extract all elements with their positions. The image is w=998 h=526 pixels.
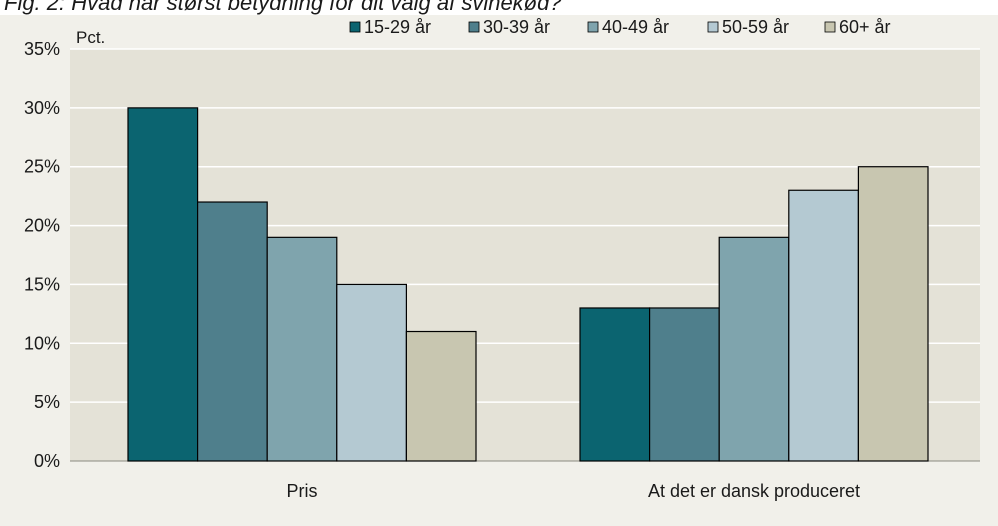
- x-category-label: At det er dansk produceret: [648, 481, 860, 501]
- bar: [718, 236, 790, 462]
- bar: [648, 307, 720, 462]
- bar: [336, 283, 407, 462]
- y-tick-label: 10%: [24, 333, 60, 353]
- y-tick-label: 0%: [34, 451, 60, 471]
- y-tick-label: 25%: [24, 157, 60, 177]
- legend-label: 15-29 år: [364, 17, 431, 37]
- legend-swatch: [707, 21, 719, 33]
- bar: [857, 166, 929, 462]
- y-tick-label: 35%: [24, 39, 60, 59]
- chart-title: Fig. 2: Hvad har størst betydning for di…: [4, 0, 562, 15]
- bar: [197, 201, 268, 462]
- y-tick-label: 5%: [34, 392, 60, 412]
- y-axis-unit-label: Pct.: [76, 28, 105, 47]
- bars: [127, 107, 929, 462]
- bar: [788, 189, 859, 462]
- legend-label: 60+ år: [839, 17, 891, 37]
- bar: [266, 236, 338, 462]
- legend-label: 50-59 år: [722, 17, 789, 37]
- y-tick-label: 30%: [24, 98, 60, 118]
- legend-swatch: [587, 21, 599, 33]
- legend-swatch: [349, 21, 361, 33]
- x-category-label: Pris: [287, 481, 318, 501]
- x-axis-categories: Pris At det er dansk produceret: [287, 481, 861, 501]
- legend-swatch: [468, 21, 480, 33]
- y-axis-ticks: 0% 5% 10% 15% 20% 25% 30% 35%: [24, 39, 60, 471]
- legend-swatch: [824, 21, 836, 33]
- y-tick-label: 15%: [24, 274, 60, 294]
- y-tick-label: 20%: [24, 216, 60, 236]
- bar: [579, 307, 651, 462]
- legend: 15-29 år 30-39 år 40-49 år 50-59 år 60+ år: [349, 17, 891, 37]
- bar: [127, 107, 199, 462]
- legend-label: 40-49 år: [602, 17, 669, 37]
- legend-label: 30-39 år: [483, 17, 550, 37]
- bar: [405, 330, 477, 462]
